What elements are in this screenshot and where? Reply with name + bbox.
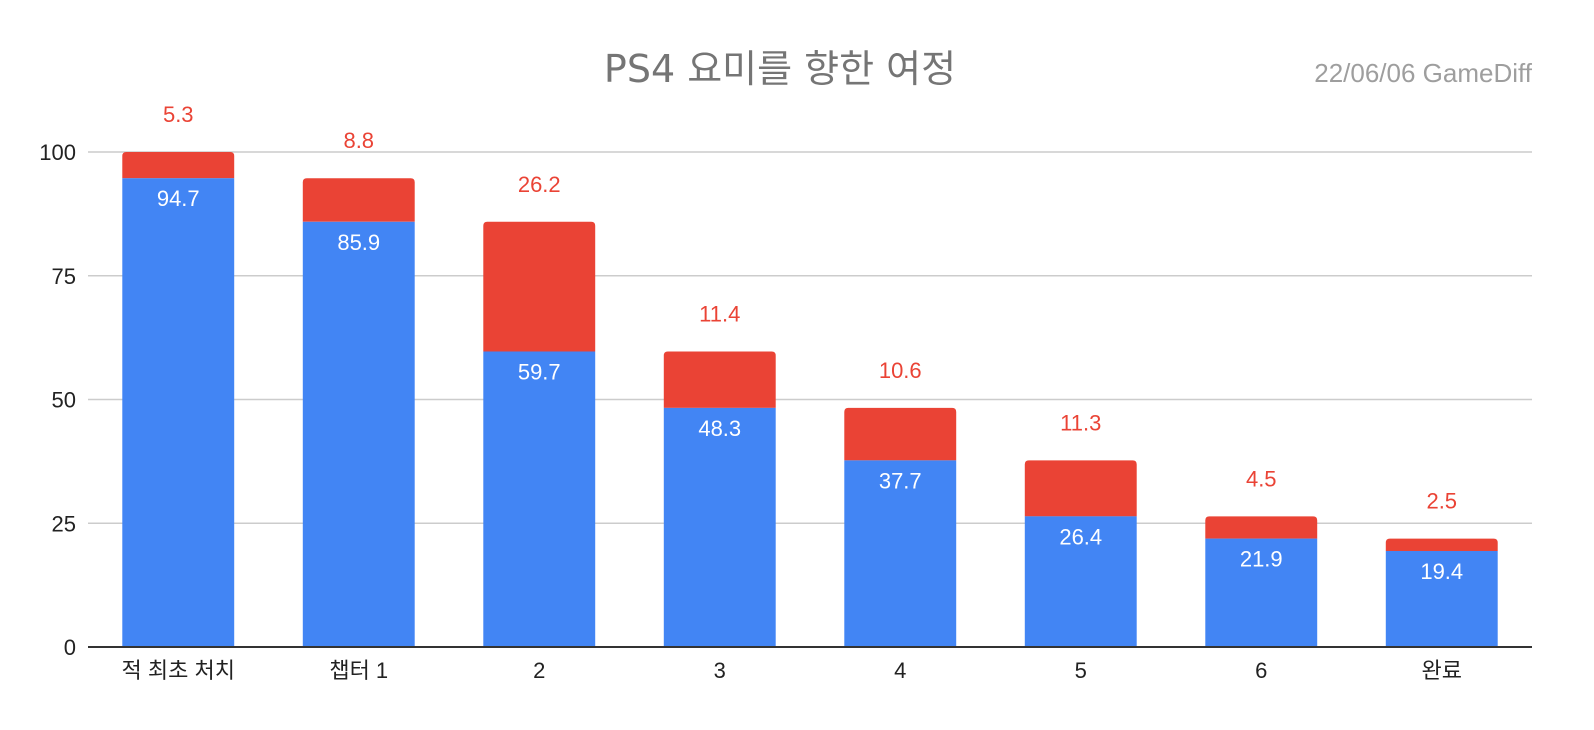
bar-segment-remaining xyxy=(844,407,957,461)
x-tick-label: 4 xyxy=(894,658,906,683)
data-label: 11.4 xyxy=(699,301,740,326)
bar-segment-remaining xyxy=(122,152,235,179)
bar-segment-main xyxy=(844,460,957,647)
bar-segment-main xyxy=(1385,550,1498,647)
data-label: 2.5 xyxy=(1426,489,1457,514)
data-label: 8.8 xyxy=(343,128,374,153)
data-label: 48.3 xyxy=(698,416,741,441)
y-tick-label: 75 xyxy=(52,264,76,289)
data-label: 59.7 xyxy=(518,359,561,384)
chart-title: PS4 요미를 향한 여정 xyxy=(603,47,957,91)
x-tick-label: 적 최초 처치 xyxy=(122,658,235,683)
bar-segment-remaining xyxy=(483,221,596,352)
data-label: 26.2 xyxy=(518,172,561,197)
data-label: 5.3 xyxy=(163,102,194,127)
x-tick-label: 2 xyxy=(533,658,545,683)
data-label: 94.7 xyxy=(157,186,200,211)
x-tick-label: 6 xyxy=(1255,658,1267,683)
bar-segment-main xyxy=(663,407,776,647)
chart-source-label: 22/06/06 GameDiff xyxy=(1314,58,1532,88)
data-label: 11.3 xyxy=(1060,410,1101,435)
y-tick-label: 100 xyxy=(39,140,76,165)
x-tick-label: 챕터 1 xyxy=(329,658,388,683)
bar-segment-main xyxy=(302,221,415,648)
bar-segment-remaining xyxy=(1205,516,1318,539)
bar-segment-remaining xyxy=(1385,538,1498,551)
data-label: 85.9 xyxy=(337,230,380,255)
bar-segment-main xyxy=(1205,538,1318,647)
bar-segment-main xyxy=(1024,516,1137,647)
x-tick-label: 3 xyxy=(714,658,726,683)
data-label: 37.7 xyxy=(879,468,922,493)
data-label: 4.5 xyxy=(1246,466,1277,491)
bar-segment-remaining xyxy=(663,351,776,408)
y-tick-label: 50 xyxy=(52,388,76,413)
data-label: 21.9 xyxy=(1240,547,1283,572)
bar-segment-remaining xyxy=(302,178,415,222)
x-tick-label: 5 xyxy=(1075,658,1087,683)
bar-segment-main xyxy=(483,351,596,647)
bar-segment-remaining xyxy=(1024,460,1137,517)
y-tick-label: 0 xyxy=(64,635,76,660)
data-label: 19.4 xyxy=(1420,559,1463,584)
y-tick-label: 25 xyxy=(52,511,76,536)
bar-segment-main xyxy=(122,178,235,648)
data-label: 10.6 xyxy=(879,358,922,383)
x-tick-label: 완료 xyxy=(1422,658,1462,683)
data-label: 26.4 xyxy=(1059,524,1102,549)
